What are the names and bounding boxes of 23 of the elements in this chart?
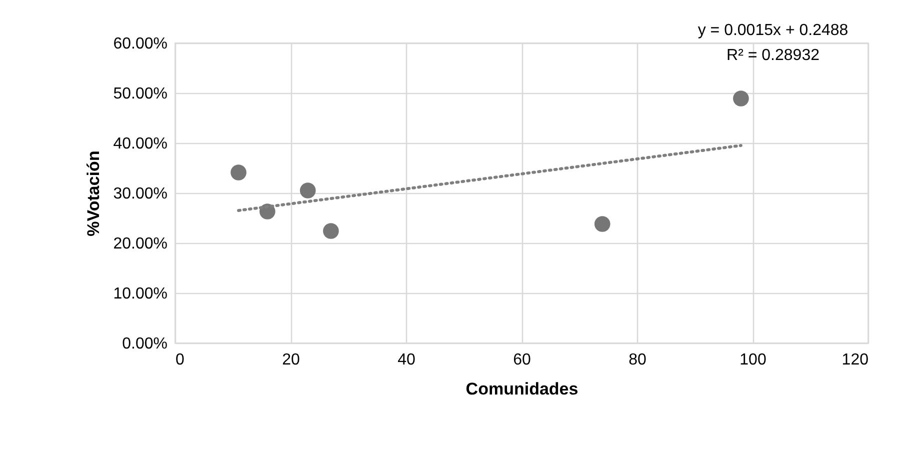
x-tick-label: 20 bbox=[282, 352, 300, 368]
point bbox=[733, 90, 749, 106]
x-tick-label: 100 bbox=[740, 352, 766, 368]
x-tick-label: 60 bbox=[513, 352, 531, 368]
x-tick-label: 0 bbox=[176, 352, 184, 368]
point bbox=[323, 223, 339, 239]
y-tick-label: 30.00% bbox=[113, 186, 168, 202]
y-axis-title: %Votación bbox=[84, 150, 104, 236]
y-tick-label: 60.00% bbox=[113, 36, 168, 52]
y-tick-label: 10.00% bbox=[113, 286, 168, 302]
y-tick-label: 50.00% bbox=[113, 86, 168, 102]
y-tick-label: 40.00% bbox=[113, 136, 168, 152]
x-axis-title: Comunidades bbox=[466, 380, 578, 398]
annotation: R² = 0.28932 bbox=[726, 47, 820, 64]
point bbox=[300, 182, 316, 198]
point bbox=[230, 164, 246, 180]
y-tick-label: 20.00% bbox=[113, 236, 168, 252]
x-tick-label: 40 bbox=[398, 352, 416, 368]
point bbox=[594, 216, 610, 232]
x-tick-label: 80 bbox=[628, 352, 646, 368]
x-tick-label: 120 bbox=[842, 352, 869, 368]
y-tick-label: 0.00% bbox=[122, 336, 168, 352]
text: y = 0.0015x + 0.2488 bbox=[698, 22, 848, 39]
